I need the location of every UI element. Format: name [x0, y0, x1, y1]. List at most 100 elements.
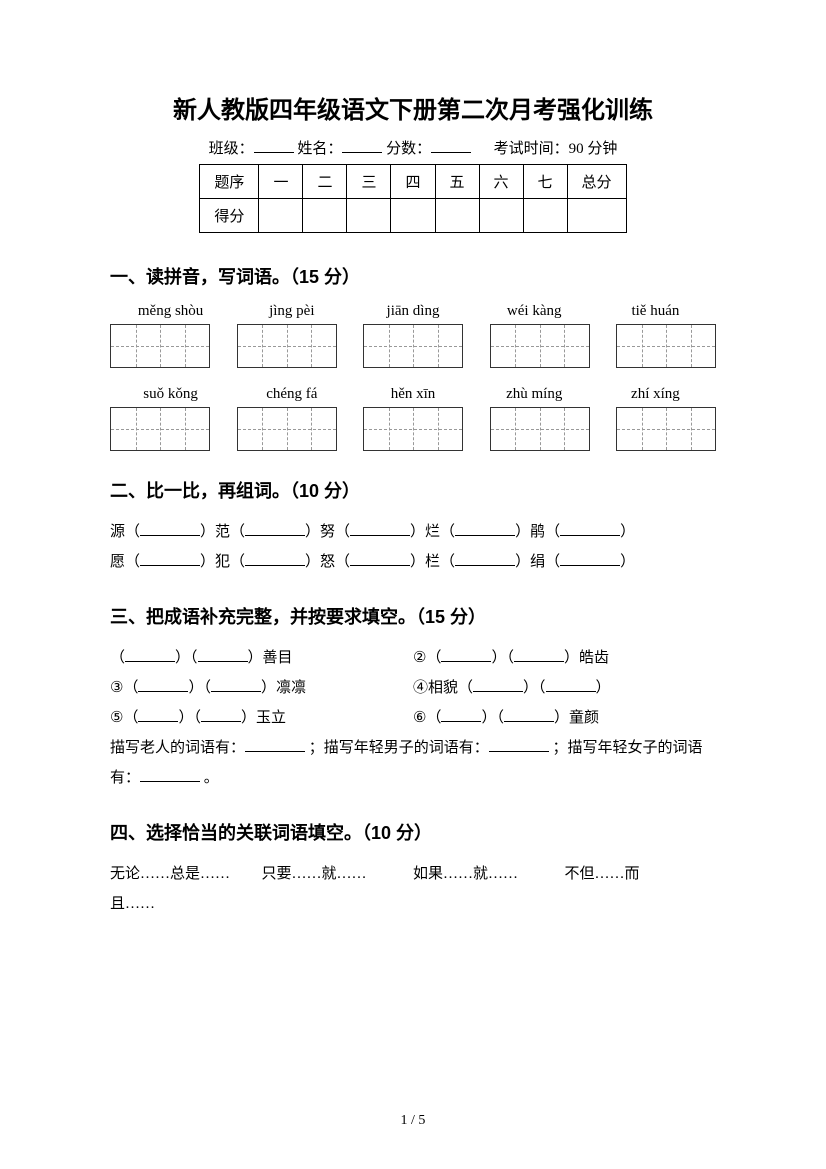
s3-i6p: ⑥（ — [413, 710, 441, 726]
s3-i4p: ④相貌（ — [413, 680, 473, 696]
col-2: 二 — [303, 165, 347, 199]
page-number: 1 / 5 — [0, 1113, 826, 1129]
blank[interactable] — [514, 647, 564, 662]
score-cell[interactable] — [303, 199, 347, 233]
blank[interactable] — [560, 521, 620, 536]
blank[interactable] — [441, 707, 481, 722]
conj-opt1: 无论……总是…… — [110, 859, 262, 889]
score-cell[interactable] — [567, 199, 626, 233]
s3-i3p: ③（ — [110, 680, 138, 696]
section4-heading: 四、选择恰当的关联词语填空。（10 分） — [110, 819, 716, 845]
blank[interactable] — [473, 677, 523, 692]
pinyin-row-2: suǒ kǒng chéng fá hěn xīn zhù míng zhí x… — [110, 386, 716, 403]
blank[interactable] — [455, 551, 515, 566]
blank[interactable] — [504, 707, 554, 722]
score-cell[interactable] — [479, 199, 523, 233]
blank[interactable] — [245, 521, 305, 536]
char-box[interactable] — [490, 324, 590, 368]
char-box[interactable] — [616, 324, 716, 368]
blank[interactable] — [560, 551, 620, 566]
char-box[interactable] — [490, 407, 590, 451]
s2-c1: 愿（ — [110, 554, 140, 570]
s3-i2p: ②（ — [413, 650, 441, 666]
blank[interactable] — [245, 551, 305, 566]
pinyin-item: suǒ kǒng — [110, 386, 231, 403]
name-blank[interactable] — [342, 138, 382, 153]
row-label: 题序 — [200, 165, 259, 199]
blank[interactable] — [350, 551, 410, 566]
pinyin-row-1: měng shòu jìng pèi jiān dìng wéi kàng ti… — [110, 303, 716, 320]
s3-i2s: ）皓齿 — [564, 650, 609, 666]
pinyin-item: tiě huán — [595, 303, 716, 320]
class-label: 班级： — [209, 141, 254, 157]
blank[interactable] — [350, 521, 410, 536]
blank[interactable] — [489, 737, 549, 752]
pinyin-item: jìng pèi — [231, 303, 352, 320]
score-table: 题序 一 二 三 四 五 六 七 总分 得分 — [199, 164, 626, 233]
blank[interactable] — [138, 677, 188, 692]
score-cell[interactable] — [391, 199, 435, 233]
blank[interactable] — [140, 521, 200, 536]
col-4: 四 — [391, 165, 435, 199]
section4-options: 无论……总是…… 只要……就…… 如果……就…… 不但……而 — [110, 859, 716, 889]
s3-desc4: 。 — [200, 770, 219, 786]
char-box[interactable] — [237, 324, 337, 368]
s2-c2: ）犯（ — [200, 554, 245, 570]
s3-i1: ）善目 — [248, 650, 293, 666]
score-row-label: 得分 — [200, 199, 259, 233]
s3-i5p: ⑤（ — [110, 710, 138, 726]
blank[interactable] — [441, 647, 491, 662]
blank[interactable] — [455, 521, 515, 536]
name-label: 姓名： — [297, 141, 342, 157]
page-title: 新人教版四年级语文下册第二次月考强化训练 — [110, 90, 716, 125]
score-cell[interactable] — [435, 199, 479, 233]
col-1: 一 — [259, 165, 303, 199]
conj-opt4: 不但……而 — [565, 859, 717, 889]
blank[interactable] — [140, 551, 200, 566]
conj-opt2: 只要……就…… — [262, 859, 414, 889]
s2-c6: ） — [620, 524, 635, 540]
section1-heading: 一、读拼音，写词语。（15 分） — [110, 263, 716, 289]
section2-line1: 源（）范（）努（）烂（）鹃（） — [110, 517, 716, 547]
class-blank[interactable] — [254, 138, 294, 153]
blank[interactable] — [140, 767, 200, 782]
section2-heading: 二、比一比，再组词。（10 分） — [110, 477, 716, 503]
blank[interactable] — [546, 677, 596, 692]
pinyin-item: chéng fá — [231, 386, 352, 403]
blank[interactable] — [125, 647, 175, 662]
s3-i5s: ）玉立 — [241, 710, 286, 726]
char-box[interactable] — [616, 407, 716, 451]
score-cell[interactable] — [523, 199, 567, 233]
pinyin-item: měng shòu — [110, 303, 231, 320]
char-box[interactable] — [363, 407, 463, 451]
col-3: 三 — [347, 165, 391, 199]
blank[interactable] — [138, 707, 178, 722]
blank[interactable] — [198, 647, 248, 662]
s2-c4: ）烂（ — [410, 524, 455, 540]
char-box[interactable] — [110, 407, 210, 451]
s2-c6: ） — [620, 554, 635, 570]
score-blank[interactable] — [431, 138, 471, 153]
conj-opt3: 如果……就…… — [413, 859, 565, 889]
s2-c5: ）绢（ — [515, 554, 560, 570]
s2-c3: ）怒（ — [305, 554, 350, 570]
col-7: 七 — [523, 165, 567, 199]
col-total: 总分 — [567, 165, 626, 199]
score-label: 分数： — [386, 141, 431, 157]
s3-i3s: ）凛凛 — [261, 680, 306, 696]
s2-c4: ）栏（ — [410, 554, 455, 570]
blank[interactable] — [245, 737, 305, 752]
s2-c5: ）鹃（ — [515, 524, 560, 540]
box-row-2 — [110, 407, 716, 451]
char-box[interactable] — [237, 407, 337, 451]
pinyin-item: hěn xīn — [352, 386, 473, 403]
score-cell[interactable] — [347, 199, 391, 233]
score-cell[interactable] — [259, 199, 303, 233]
table-row: 题序 一 二 三 四 五 六 七 总分 — [200, 165, 626, 199]
blank[interactable] — [201, 707, 241, 722]
s2-c1: 源（ — [110, 524, 140, 540]
char-box[interactable] — [110, 324, 210, 368]
section3-body: （）（）善目 ②（）（）皓齿 ③（）（）凛凛 ④相貌（）（） ⑤（）（）玉立 ⑥… — [110, 643, 716, 793]
char-box[interactable] — [363, 324, 463, 368]
blank[interactable] — [211, 677, 261, 692]
